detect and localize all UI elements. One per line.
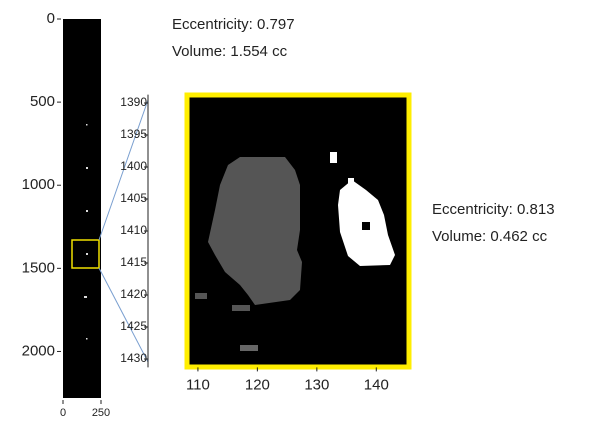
- y-tick-label: 1390: [120, 95, 147, 109]
- y-tick-label: 1415: [120, 255, 147, 269]
- x-tick-label: 130: [304, 376, 329, 393]
- y-tick-label: 0: [47, 10, 55, 27]
- annotation: Volume: 1.554 cc: [172, 43, 288, 60]
- x-tick-label: 250: [92, 407, 110, 419]
- y-tick-label: 1405: [120, 191, 147, 205]
- y-tick-label: 1400: [120, 159, 147, 173]
- y-tick-label: 1430: [120, 351, 147, 365]
- figure: Eccentricity: 0.797 Volume: 1.554 cc Ecc…: [0, 0, 590, 422]
- x-tick-label: 0: [60, 407, 66, 419]
- y-tick-label: 1000: [22, 176, 55, 193]
- y-tick-label: 1425: [120, 319, 147, 333]
- y-tick-label: 1395: [120, 127, 147, 141]
- annotation: Eccentricity: 0.813: [432, 201, 555, 218]
- full-image: [63, 19, 101, 398]
- y-tick-label: 1500: [22, 259, 55, 276]
- x-tick-label: 140: [364, 376, 389, 393]
- y-tick-label: 1410: [120, 223, 147, 237]
- x-tick-label: 110: [186, 376, 210, 393]
- y-tick-label: 500: [30, 93, 55, 110]
- y-tick-label: 2000: [22, 342, 55, 359]
- x-tick-label: 120: [245, 376, 270, 393]
- connector: [99, 268, 148, 362]
- annotation: Volume: 0.462 cc: [432, 228, 548, 245]
- annotation: Eccentricity: 0.797: [172, 16, 295, 33]
- y-tick-label: 1420: [120, 287, 147, 301]
